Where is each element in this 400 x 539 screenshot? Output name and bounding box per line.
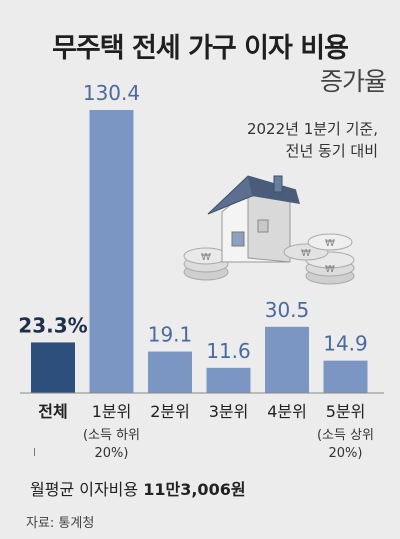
category-sublabel: (소득 상위 bbox=[317, 428, 374, 443]
value-label: 30.5 bbox=[265, 298, 310, 322]
value-label: 11.6 bbox=[206, 339, 251, 363]
average-cost-label: 월평균 이자비용 bbox=[30, 480, 139, 499]
average-cost-value: 11만3,006원 bbox=[143, 480, 246, 499]
source-note: 자료: 통계청 bbox=[26, 516, 95, 531]
svg-text:₩: ₩ bbox=[301, 248, 311, 259]
coin-icon: ₩ ₩ ₩ bbox=[283, 233, 355, 285]
svg-text:₩: ₩ bbox=[201, 252, 211, 263]
category-sublabel: (소득 하위 bbox=[83, 428, 140, 443]
bar-1분위 bbox=[89, 110, 134, 393]
basis-line-1: 2022년 1분기 기준, bbox=[246, 120, 378, 138]
value-label: 130.4 bbox=[83, 81, 140, 105]
basis-line-2: 전년 동기 대비 bbox=[285, 142, 378, 160]
category-sublabel: 20%) bbox=[95, 446, 129, 461]
bar-전체 bbox=[31, 342, 75, 393]
category-label: 3분위 bbox=[209, 402, 249, 421]
svg-text:₩: ₩ bbox=[325, 238, 335, 249]
value-label: 19.1 bbox=[148, 323, 193, 347]
category-label: 1분위 bbox=[92, 402, 132, 421]
category-label: 전체 bbox=[38, 402, 67, 421]
bar-2분위 bbox=[148, 351, 192, 393]
bracket-tick bbox=[34, 448, 35, 456]
svg-text:₩: ₩ bbox=[325, 264, 335, 275]
category-label: 4분위 bbox=[267, 402, 307, 421]
chart-subtitle: 증가율 bbox=[319, 67, 387, 96]
average-cost: 월평균 이자비용 11만3,006원 bbox=[30, 476, 246, 500]
category-label: 5분위 bbox=[326, 402, 366, 421]
category-label: 2분위 bbox=[150, 402, 190, 421]
value-label: 14.9 bbox=[323, 332, 368, 356]
chart-title: 무주택 전세 가구 이자 비용 bbox=[52, 33, 349, 64]
bar-5분위 bbox=[323, 360, 368, 393]
category-sublabel: 20%) bbox=[329, 446, 363, 461]
bar-4분위 bbox=[265, 326, 309, 393]
bar-3분위 bbox=[206, 367, 251, 393]
basis-note: 2022년 1분기 기준, 전년 동기 대비 bbox=[247, 118, 378, 162]
coin-icon: ₩ bbox=[183, 247, 229, 281]
value-label: 23.3% bbox=[18, 313, 87, 337]
house-icon: ₩ ₩ ₩ ₩ bbox=[183, 175, 355, 285]
